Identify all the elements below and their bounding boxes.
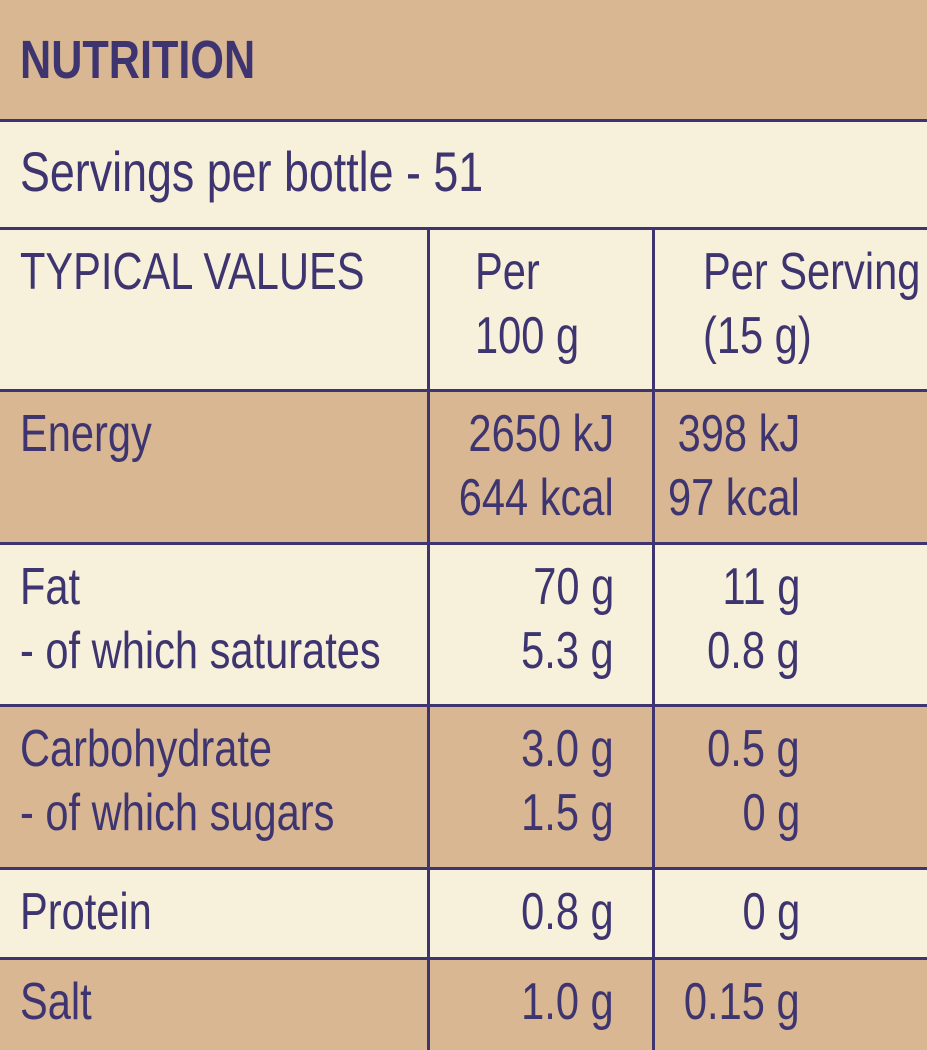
nutrient-value: 0.5 g xyxy=(707,720,800,778)
rule xyxy=(0,867,927,870)
nutrient-name: Fat xyxy=(20,558,81,616)
nutrient-value: 0.8 g xyxy=(521,883,614,941)
nutrient-name: Energy xyxy=(20,405,152,463)
column-rule xyxy=(652,228,655,1050)
nutrient-name: Protein xyxy=(20,883,152,941)
column-header: Per Serving xyxy=(703,243,921,301)
row-background xyxy=(0,958,927,1050)
nutrient-value: 5.3 g xyxy=(521,622,614,680)
column-header: (15 g) xyxy=(703,307,812,365)
row-background xyxy=(0,228,927,390)
nutrient-name: - of which saturates xyxy=(20,622,381,680)
column-rule xyxy=(427,228,430,1050)
nutrient-value: 644 kcal xyxy=(459,469,614,527)
column-header: TYPICAL VALUES xyxy=(20,243,365,301)
nutrient-value: 0 g xyxy=(742,883,800,941)
column-header: Per xyxy=(475,243,540,301)
nutrient-name: Carbohydrate xyxy=(20,720,273,778)
rule xyxy=(0,704,927,707)
row-background xyxy=(0,868,927,958)
rule xyxy=(0,119,927,122)
nutrient-name: - of which sugars xyxy=(20,784,335,842)
nutrient-name: Salt xyxy=(20,973,92,1031)
nutrient-value: 2650 kJ xyxy=(468,405,614,463)
rule xyxy=(0,957,927,960)
nutrient-value: 3.0 g xyxy=(521,720,614,778)
column-header: 100 g xyxy=(475,307,580,365)
row-background xyxy=(0,390,927,543)
nutrient-value: 11 g xyxy=(722,558,800,616)
nutrient-value: 70 g xyxy=(533,558,614,616)
nutrient-value: 0.8 g xyxy=(707,622,800,680)
row-background xyxy=(0,543,927,705)
nutrient-value: 0 g xyxy=(742,784,800,842)
nutrient-value: 1.0 g xyxy=(521,973,614,1031)
row-background xyxy=(0,0,927,120)
nutrient-value: 0.15 g xyxy=(684,973,800,1031)
row-background xyxy=(0,120,927,228)
servings: Servings per bottle - 51 xyxy=(20,140,484,203)
nutrient-value: 97 kcal xyxy=(668,469,800,527)
rule xyxy=(0,227,927,230)
row-background xyxy=(0,705,927,868)
nutrient-value: 1.5 g xyxy=(521,784,614,842)
rule xyxy=(0,542,927,545)
nutrient-value: 398 kJ xyxy=(677,405,800,463)
rule xyxy=(0,389,927,392)
title: NUTRITION xyxy=(20,30,256,90)
